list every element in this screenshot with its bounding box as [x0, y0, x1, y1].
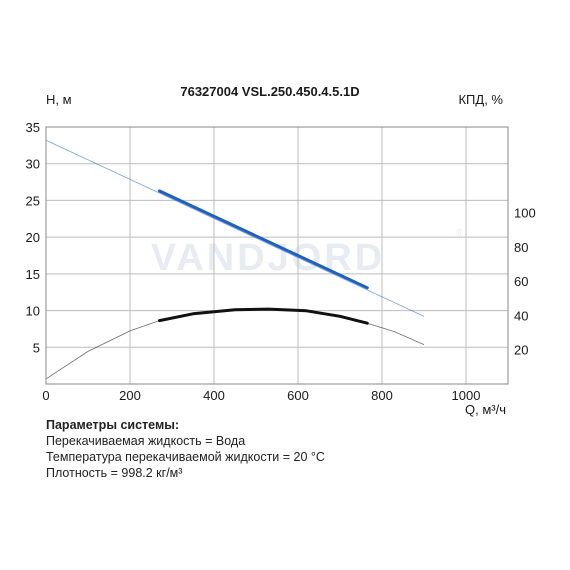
y-right-tick-label: 40	[514, 308, 528, 323]
x-tick-label: 0	[42, 388, 49, 403]
pump-curve-chart: VANDJORD ® 76327004 VSL.250.450.4.5.1D H…	[26, 84, 536, 417]
param-density: Плотность = 998.2 кг/м³	[46, 466, 183, 480]
plot-frame	[45, 126, 509, 385]
y-right-tick-label: 60	[514, 274, 528, 289]
y-left-tick-label: 25	[26, 193, 40, 208]
x-tick-label: 600	[287, 388, 309, 403]
x-tick-label: 200	[119, 388, 141, 403]
y-left-tick-label: 5	[33, 340, 40, 355]
chart-title: 76327004 VSL.250.450.4.5.1D	[180, 84, 359, 99]
param-temperature: Температура перекачиваемой жидкости = 20…	[46, 450, 325, 464]
y-right-tick-label: 20	[514, 343, 528, 358]
y-right-tick-label: 80	[514, 240, 528, 255]
system-parameters: Параметры системы: Перекачиваемая жидкос…	[46, 417, 325, 481]
x-tick-label: 400	[203, 388, 225, 403]
y-left-tick-label: 35	[26, 120, 40, 135]
efficiency-curve-operating	[157, 307, 369, 325]
head-curve-full	[45, 139, 425, 317]
y-right-tick-label: 100	[514, 206, 536, 221]
x-axis-label: Q, м³/ч	[465, 402, 506, 417]
y-left-tick-label: 15	[26, 267, 40, 282]
y-left-tick-label: 30	[26, 157, 40, 172]
y-left-axis-label: H, м	[46, 92, 72, 107]
y-right-axis-label: КПД, %	[458, 92, 503, 107]
y-left-tick-label: 10	[26, 304, 40, 319]
curves	[45, 139, 425, 380]
y-left-tick-label: 20	[26, 230, 40, 245]
tick-labels: 0 200 400 600 800 1000 5 10 15 20 25 30 35 20 40 60 80 10…	[26, 120, 536, 403]
watermark-text: VANDJORD	[151, 237, 385, 279]
x-tick-label: 800	[371, 388, 393, 403]
param-liquid: Перекачиваемая жидкость = Вода	[46, 434, 246, 448]
watermark-registered-mark: ®	[456, 228, 464, 239]
system-parameters-header: Параметры системы:	[46, 418, 180, 432]
head-curve-operating	[157, 189, 369, 290]
x-tick-label: 1000	[452, 388, 481, 403]
efficiency-curve-full	[45, 308, 425, 380]
